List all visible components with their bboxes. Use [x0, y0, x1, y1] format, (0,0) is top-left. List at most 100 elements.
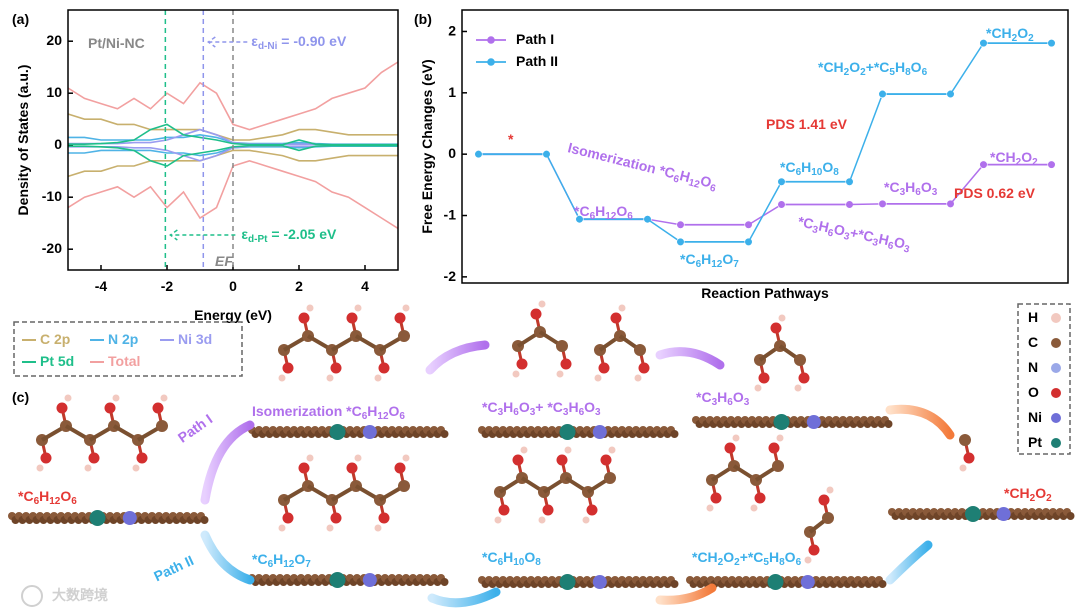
- h-atom: [959, 464, 967, 472]
- legend-label: Ni: [1028, 409, 1042, 425]
- reaction-arrow: [427, 587, 501, 608]
- h-atom: [112, 394, 120, 402]
- catalyst-slab: [692, 414, 893, 430]
- h-atom: [754, 384, 762, 392]
- dos-line: [67, 61, 399, 131]
- annotation: *CH2O2: [990, 149, 1038, 168]
- level-marker: [1047, 160, 1056, 169]
- catalyst-slab: [686, 574, 887, 590]
- pt-atom: [559, 574, 576, 590]
- y-tick-label: 0: [448, 145, 456, 161]
- o-atom: [136, 452, 148, 464]
- annotation: Isomerization *C6H12O6: [566, 139, 719, 194]
- y-tick-label: 1: [448, 84, 456, 100]
- molecule: [959, 434, 975, 472]
- o-atom: [378, 512, 390, 524]
- o-atom: [40, 452, 52, 464]
- o-atom: [770, 322, 782, 334]
- connector: [949, 42, 985, 95]
- arrow: [207, 36, 248, 48]
- h-atom: [538, 300, 546, 308]
- c-atom: [398, 480, 410, 492]
- h-atom: [512, 370, 520, 378]
- ni-atom: [362, 573, 377, 587]
- pt-atom: [559, 424, 576, 440]
- legend-label: Pt: [1028, 434, 1042, 450]
- o-atom: [56, 402, 68, 414]
- level-marker: [777, 200, 786, 209]
- y-tick-label: -20: [42, 240, 62, 256]
- structure-label: *C3H6O3: [696, 389, 750, 408]
- o-atom: [758, 372, 770, 384]
- reaction-arrow: [885, 404, 955, 440]
- h-atom: [564, 446, 572, 454]
- legend-atom: [1051, 388, 1061, 398]
- h-atom: [520, 446, 528, 454]
- h-atom: [278, 374, 286, 382]
- molecule: [594, 304, 650, 382]
- legend-atom: [1051, 413, 1061, 423]
- h-atom: [402, 304, 410, 312]
- h-atom: [750, 504, 758, 512]
- arrow: [169, 229, 236, 241]
- watermark-logo: [21, 585, 43, 607]
- o-atom: [598, 362, 610, 374]
- h-atom: [778, 314, 786, 322]
- h-atom: [776, 434, 784, 442]
- legend-label: Path I: [516, 31, 554, 47]
- o-atom: [346, 312, 358, 324]
- legend-label: C 2p: [40, 331, 70, 347]
- c-atom: [156, 420, 168, 432]
- o-atom: [346, 462, 358, 474]
- ni-atom: [592, 575, 607, 589]
- c-atom: [556, 340, 568, 352]
- y-axis-label: Density of States (a.u.): [15, 65, 31, 216]
- connector: [849, 203, 883, 206]
- h-atom: [84, 464, 92, 472]
- o-atom: [298, 312, 310, 324]
- legend-label: C: [1028, 334, 1038, 350]
- c-atom: [604, 472, 616, 484]
- molecule: [754, 314, 810, 392]
- annotation: *C3H6O3+*C3H6O3: [796, 213, 913, 255]
- o-atom: [754, 492, 766, 504]
- slab-atom: [440, 578, 449, 586]
- connector: [747, 181, 783, 243]
- slab-atom: [670, 430, 679, 438]
- reaction-arrow: [655, 583, 717, 605]
- reaction-arrow: [425, 340, 490, 375]
- catalyst-slab: [248, 572, 449, 588]
- o-atom: [724, 442, 736, 454]
- connector: [949, 164, 985, 205]
- reaction-arrow: [655, 347, 725, 370]
- h-atom: [306, 454, 314, 462]
- h-atom: [582, 516, 590, 524]
- o-atom: [516, 358, 528, 370]
- o-atom: [152, 402, 164, 414]
- legend-label: O: [1028, 384, 1039, 400]
- annotation: *CH2O2+*C5H8O6: [818, 59, 928, 78]
- reaction-arrow: [200, 530, 255, 585]
- x-tick-label: 4: [361, 278, 369, 294]
- o-atom: [586, 504, 598, 516]
- y-tick-label: -2: [444, 268, 457, 284]
- connector: [848, 93, 884, 183]
- ni-atom: [800, 575, 815, 589]
- o-atom: [556, 454, 568, 466]
- h-atom: [706, 504, 714, 512]
- structure-label: *CH2O2: [1004, 485, 1052, 504]
- c-atom: [772, 460, 784, 472]
- slab-atom: [440, 430, 449, 438]
- catalyst-slab: [888, 506, 1075, 522]
- annotation: *C6H10O8: [780, 159, 839, 178]
- o-atom: [394, 312, 406, 324]
- path-label: Path II: [151, 552, 196, 584]
- c-atom: [959, 434, 971, 446]
- x-tick-label: 2: [295, 278, 303, 294]
- h-atom: [354, 304, 362, 312]
- annotation: *C6H12O7: [680, 251, 739, 270]
- legend-label: N 2p: [108, 331, 138, 347]
- annotation: Pt/Ni-NC: [88, 35, 145, 51]
- o-atom: [330, 512, 342, 524]
- structure-label: *C6H10O8: [482, 549, 541, 568]
